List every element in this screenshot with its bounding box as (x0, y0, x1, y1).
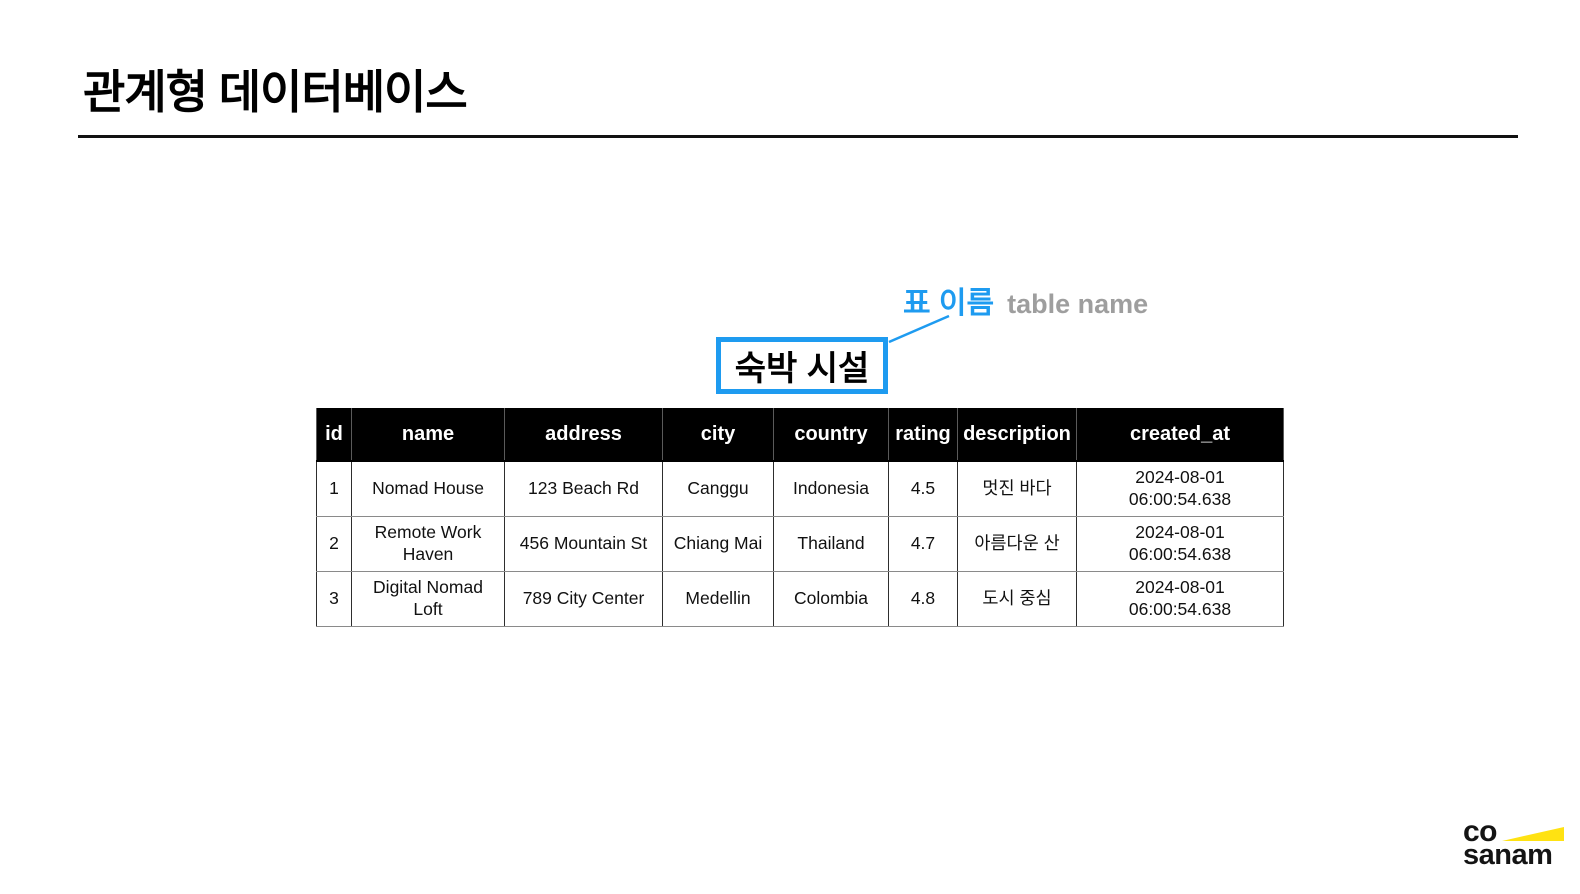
table-cell: Medellin (662, 571, 774, 627)
table-cell: 1 (316, 461, 352, 517)
cosanam-logo: co sanam (1462, 814, 1564, 872)
column-header: description (957, 408, 1077, 462)
table-cell: 4.5 (888, 461, 958, 517)
table-cell: Canggu (662, 461, 774, 517)
table-cell: 2024-08-01 06:00:54.638 (1076, 516, 1284, 572)
table-cell: Remote Work Haven (351, 516, 505, 572)
table-name-box: 숙박 시설 (716, 337, 888, 394)
logo-line1: co (1462, 814, 1498, 848)
logo-line2: sanam (1462, 839, 1553, 872)
table-cell: Colombia (773, 571, 889, 627)
column-header: name (351, 408, 505, 462)
db-table-body: 1 Nomad House 123 Beach Rd Canggu Indonesia 4… (316, 461, 1284, 627)
title-underline (78, 135, 1518, 138)
table-name-text: 숙박 시설 (734, 350, 870, 388)
table-row: 2 Remote Work Haven 456 Mountain St Chiang … (316, 516, 1284, 572)
logo-wedge-icon (1502, 827, 1564, 842)
table-row: 3 Digital Nomad Loft 789 City Center Medell… (316, 571, 1284, 627)
table-cell: Nomad House (351, 461, 505, 517)
column-header: address (504, 408, 663, 462)
table-cell: 4.7 (888, 516, 958, 572)
table-cell: Chiang Mai (662, 516, 774, 572)
db-table-head: id name address city country rating descriptio… (316, 408, 1284, 462)
page-title: 관계형 데이터베이스 (83, 66, 468, 118)
table-cell: 4.8 (888, 571, 958, 627)
table-cell: 아름다운 산 (957, 516, 1077, 572)
table-cell: 3 (316, 571, 352, 627)
table-cell: 123 Beach Rd (504, 461, 663, 517)
table-cell: 789 City Center (504, 571, 663, 627)
table-name-annotation: 표 이름 table name (903, 278, 1148, 322)
column-header: id (316, 408, 352, 462)
table-row: 1 Nomad House 123 Beach Rd Canggu Indonesia 4… (316, 461, 1284, 517)
column-header: created_at (1076, 408, 1284, 462)
column-header: country (773, 408, 889, 462)
table-cell: 2 (316, 516, 352, 572)
table-cell: 456 Mountain St (504, 516, 663, 572)
table-cell: 멋진 바다 (957, 461, 1077, 517)
annotation-label-english: table name (1007, 289, 1149, 319)
table-cell: 도시 중심 (957, 571, 1077, 627)
table-cell: Thailand (773, 516, 889, 572)
table-cell: Indonesia (773, 461, 889, 517)
annotation-label-korean: 표 이름 (903, 287, 995, 320)
table-cell: Digital Nomad Loft (351, 571, 505, 627)
header-row: id name address city country rating descriptio… (316, 408, 1284, 462)
column-header: city (662, 408, 774, 462)
table-cell: 2024-08-01 06:00:54.638 (1076, 571, 1284, 627)
table-cell: 2024-08-01 06:00:54.638 (1076, 461, 1284, 517)
db-table: id name address city country rating descriptio… (316, 408, 1284, 627)
column-header: rating (888, 408, 958, 462)
